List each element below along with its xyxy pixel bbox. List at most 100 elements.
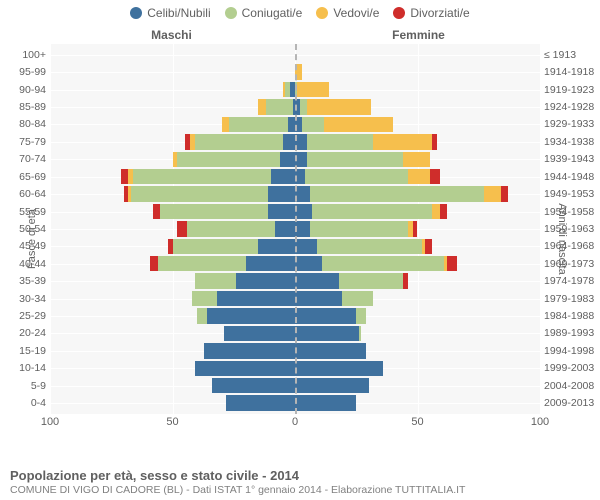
- male-bar: [50, 343, 295, 358]
- male-bar: [50, 99, 295, 114]
- x-tick: 50: [166, 416, 178, 428]
- age-label: 80-84: [19, 118, 46, 130]
- age-label: 40-44: [19, 258, 46, 270]
- segment-married: [307, 134, 373, 149]
- legend-label: Coniugati/e: [242, 6, 303, 20]
- legend-dot: [225, 7, 237, 19]
- segment-divorced: [430, 169, 440, 184]
- year-label: 1949-1953: [544, 188, 594, 200]
- x-tick: 100: [531, 416, 549, 428]
- male-bar: [50, 326, 295, 341]
- male-bar: [50, 186, 295, 201]
- age-label: 5-9: [31, 380, 46, 392]
- x-axis-ticks: 10050050100: [50, 416, 540, 432]
- age-label: 15-19: [19, 345, 46, 357]
- header-male: Maschi: [50, 28, 293, 42]
- female-bar: [295, 204, 540, 219]
- x-tick: 100: [41, 416, 59, 428]
- segment-married: [131, 186, 268, 201]
- age-label: 65-69: [19, 171, 46, 183]
- segment-divorced: [403, 273, 408, 288]
- segment-single: [295, 326, 359, 341]
- segment-single: [280, 152, 295, 167]
- male-bar: [50, 221, 295, 236]
- female-bar: [295, 117, 540, 132]
- female-bar: [295, 395, 540, 410]
- year-label: 1924-1928: [544, 101, 594, 113]
- legend-item: Divorziati/e: [393, 6, 469, 20]
- segment-married: [302, 117, 324, 132]
- age-label: 95-99: [19, 66, 46, 78]
- segment-single: [226, 395, 295, 410]
- segment-married: [195, 134, 283, 149]
- segment-single: [295, 291, 342, 306]
- segment-widowed: [222, 117, 229, 132]
- female-bar: [295, 99, 540, 114]
- male-bar: [50, 239, 295, 254]
- segment-single: [295, 186, 310, 201]
- segment-married: [197, 308, 207, 323]
- female-bar: [295, 239, 540, 254]
- segment-widowed: [403, 152, 430, 167]
- segment-married: [173, 239, 259, 254]
- age-label: 50-54: [19, 223, 46, 235]
- male-bar: [50, 256, 295, 271]
- segment-single: [258, 239, 295, 254]
- center-line: [295, 44, 297, 414]
- male-bar: [50, 82, 295, 97]
- footer-title: Popolazione per età, sesso e stato civil…: [10, 468, 590, 483]
- year-label: 1999-2003: [544, 362, 594, 374]
- segment-married: [266, 99, 293, 114]
- female-bar: [295, 378, 540, 393]
- female-bar: [295, 308, 540, 323]
- segment-widowed: [408, 169, 430, 184]
- segment-single: [288, 117, 295, 132]
- segment-widowed: [324, 117, 393, 132]
- segment-married: [339, 273, 403, 288]
- segment-single: [217, 291, 295, 306]
- age-label: 90-94: [19, 84, 46, 96]
- year-label: 2009-2013: [544, 397, 594, 409]
- year-label: 1994-1998: [544, 345, 594, 357]
- male-bar: [50, 117, 295, 132]
- segment-married: [317, 239, 422, 254]
- male-bar: [50, 395, 295, 410]
- legend-label: Vedovi/e: [333, 6, 379, 20]
- age-label: 10-14: [19, 362, 46, 374]
- legend: Celibi/NubiliConiugati/eVedovi/eDivorzia…: [0, 0, 600, 20]
- segment-married: [177, 152, 280, 167]
- male-bar: [50, 152, 295, 167]
- age-label: 60-64: [19, 188, 46, 200]
- segment-married: [192, 291, 217, 306]
- segment-single: [295, 256, 322, 271]
- segment-divorced: [150, 256, 157, 271]
- year-label: 1979-1983: [544, 293, 594, 305]
- year-label: 1914-1918: [544, 66, 594, 78]
- female-bar: [295, 47, 540, 62]
- segment-single: [207, 308, 295, 323]
- male-bar: [50, 361, 295, 376]
- female-bar: [295, 152, 540, 167]
- year-label: 1919-1923: [544, 84, 594, 96]
- segment-married: [310, 221, 408, 236]
- segment-single: [283, 134, 295, 149]
- female-bar: [295, 221, 540, 236]
- segment-single: [246, 256, 295, 271]
- year-label: 1959-1963: [544, 223, 594, 235]
- segment-single: [295, 395, 356, 410]
- legend-label: Divorziati/e: [410, 6, 469, 20]
- age-label: 75-79: [19, 136, 46, 148]
- legend-dot: [393, 7, 405, 19]
- segment-single: [295, 221, 310, 236]
- year-label: 1989-1993: [544, 327, 594, 339]
- segment-single: [295, 361, 383, 376]
- chart-area: Fasce di età Anni di nascita 100+≤ 19139…: [0, 44, 600, 434]
- year-label: 1974-1978: [544, 275, 594, 287]
- segment-single: [295, 378, 369, 393]
- age-label: 35-39: [19, 275, 46, 287]
- year-label: 1964-1968: [544, 240, 594, 252]
- age-label: 45-49: [19, 240, 46, 252]
- female-bar: [295, 134, 540, 149]
- female-bar: [295, 256, 540, 271]
- year-label: 1984-1988: [544, 310, 594, 322]
